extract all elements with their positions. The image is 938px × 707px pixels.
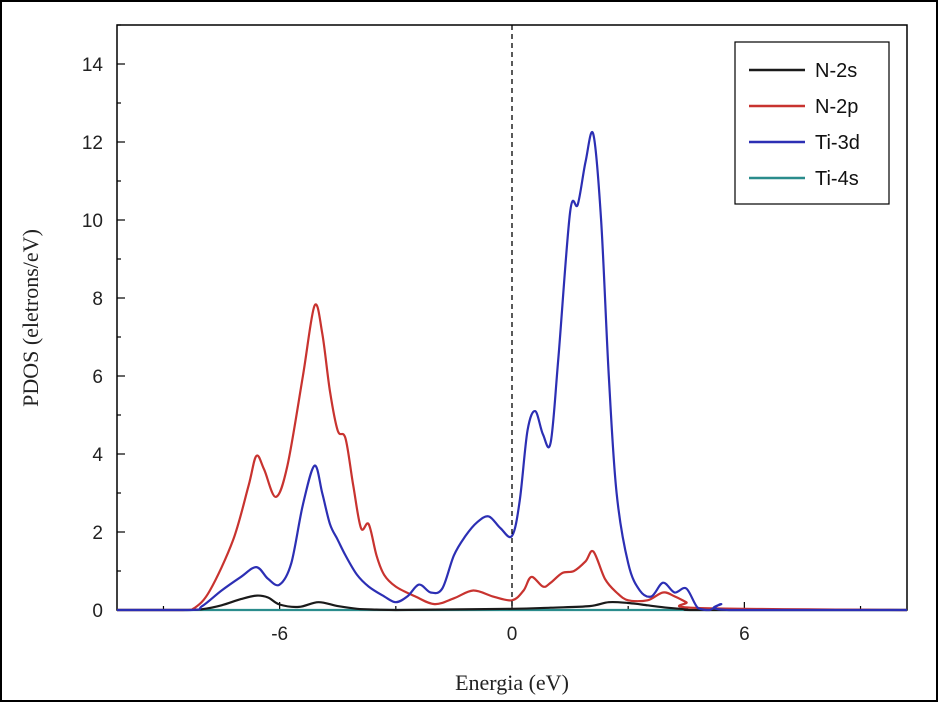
series-line-ti-3d [117, 131, 907, 612]
y-tick-label: 12 [82, 133, 103, 154]
legend-label: N-2s [815, 60, 857, 82]
y-tick-label: 2 [92, 523, 103, 544]
y-axis-label: PDOS (eletrons/eV) [18, 229, 43, 407]
series-line-n-2p [117, 303, 908, 612]
y-tick-label: 4 [92, 445, 103, 466]
x-axis-label: Energia (eV) [455, 670, 569, 695]
series-layer [117, 131, 908, 612]
legend-label: Ti-4s [815, 168, 859, 190]
legend: N-2s N-2p Ti-3d Ti-4s [734, 41, 890, 205]
legend-label: Ti-3d [815, 132, 860, 154]
legend-label: N-2p [815, 96, 858, 118]
y-tick-label: 14 [82, 55, 104, 76]
series-line-n-2s [117, 594, 907, 612]
y-axis-ticks: 0 2 4 6 8 10 12 14 [82, 24, 125, 622]
x-tick-label: 0 [507, 624, 518, 645]
y-tick-label: 0 [92, 601, 103, 622]
y-tick-label: 6 [92, 367, 103, 388]
y-tick-label: 8 [92, 289, 103, 310]
legend-box [734, 41, 890, 205]
x-tick-label: 6 [739, 624, 750, 645]
y-tick-label: 10 [82, 211, 103, 232]
x-tick-label: -6 [271, 624, 288, 645]
